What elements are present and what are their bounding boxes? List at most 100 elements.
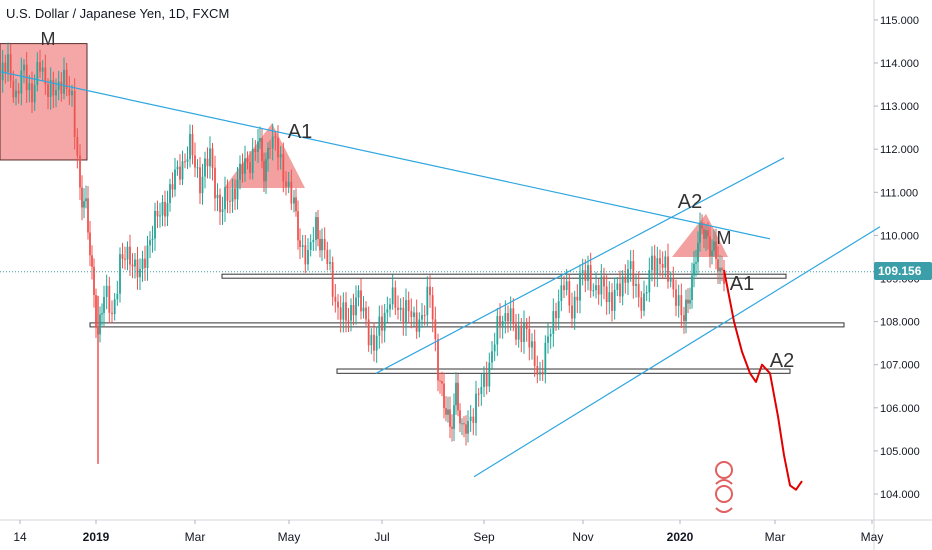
- candle-body: [251, 149, 254, 174]
- candle-body: [234, 188, 236, 200]
- candle-body: [621, 276, 624, 297]
- candle-body: [113, 299, 116, 315]
- pattern-annotation: A1: [730, 273, 754, 295]
- candle-body: [91, 255, 93, 267]
- candle-body: [595, 285, 597, 291]
- candle-body: [717, 259, 719, 272]
- candle-body: [645, 292, 648, 294]
- candle-body: [323, 238, 326, 250]
- candle-body: [431, 295, 434, 320]
- candle-body: [496, 315, 499, 345]
- candle-body: [517, 325, 520, 340]
- candle-body: [667, 256, 669, 282]
- candle-body: [274, 136, 277, 138]
- candle-body: [254, 149, 257, 152]
- candle-body: [301, 245, 304, 247]
- candle-body: [159, 215, 161, 217]
- candle-body: [71, 90, 73, 96]
- candle-body: [33, 84, 36, 103]
- candle-body: [309, 242, 312, 250]
- candle-body: [249, 162, 251, 174]
- price-tick-label: 106.000: [880, 403, 920, 415]
- candle-body: [95, 295, 97, 328]
- candle-body: [339, 307, 342, 320]
- time-tick-label: Sep: [473, 530, 495, 544]
- candle-body: [342, 302, 345, 320]
- candle-body: [501, 321, 504, 326]
- candle-body: [443, 383, 445, 409]
- candle-body: [552, 311, 555, 334]
- candle-body: [648, 270, 651, 293]
- candle-body: [677, 295, 680, 306]
- candle-body: [201, 176, 204, 194]
- candle-body: [381, 316, 383, 331]
- candle-body: [236, 179, 239, 200]
- candle-body: [277, 137, 279, 158]
- candle-body: [297, 211, 299, 241]
- candle-body: [579, 272, 581, 301]
- candle-body: [709, 236, 711, 257]
- candle-body: [627, 269, 629, 283]
- candle-body: [391, 287, 394, 305]
- candle-body: [279, 154, 282, 158]
- candle-body: [640, 297, 643, 311]
- candle-body: [290, 181, 293, 204]
- candle-body: [386, 309, 389, 313]
- candle-body: [485, 373, 488, 387]
- candle-body: [407, 300, 410, 312]
- candle-body: [587, 265, 589, 281]
- candle-body: [57, 81, 60, 91]
- candle-body: [226, 187, 229, 201]
- candle-body: [375, 335, 378, 351]
- candle-body: [357, 290, 360, 298]
- candle-body: [463, 423, 465, 425]
- candle-body: [555, 311, 557, 319]
- candle-body: [680, 295, 683, 316]
- candle-body: [184, 161, 186, 163]
- candle-body: [55, 90, 57, 96]
- candle-body: [141, 258, 144, 269]
- candle-body: [89, 232, 91, 256]
- candle-body: [429, 286, 431, 296]
- candle-body: [331, 262, 334, 297]
- candle-body: [370, 334, 373, 346]
- price-tick-label: 113.000: [880, 101, 919, 113]
- candle-body: [9, 54, 12, 81]
- candle-body: [713, 241, 715, 251]
- candle-body: [472, 416, 475, 423]
- event-flag-arc: [715, 479, 733, 485]
- price-tick-label: 111.000: [880, 187, 918, 199]
- time-tick-label: May: [861, 530, 884, 544]
- candle-body: [378, 316, 381, 336]
- candle-body: [715, 241, 717, 260]
- candle-body: [319, 238, 321, 251]
- candle-body: [269, 147, 271, 149]
- candle-body: [116, 293, 119, 300]
- candle-body: [568, 281, 571, 306]
- candle-body: [44, 67, 47, 85]
- candle-body: [423, 315, 426, 317]
- event-flag-circle: [715, 461, 733, 479]
- candle-body: [287, 181, 290, 187]
- candle-body: [101, 313, 103, 315]
- candle-body: [312, 239, 315, 243]
- candle-body: [691, 275, 693, 301]
- event-flag-icon: [715, 461, 733, 513]
- candle-body: [711, 250, 713, 257]
- candle-body: [194, 155, 196, 168]
- price-tick-label: 110.000: [880, 230, 919, 242]
- candle-body: [426, 286, 429, 316]
- candle-body: [199, 167, 201, 194]
- candle-body: [144, 258, 146, 268]
- candle-body: [611, 292, 613, 311]
- candle-body: [565, 281, 568, 291]
- candle-body: [214, 167, 216, 199]
- candle-body: [20, 70, 23, 94]
- candle-body: [174, 169, 176, 190]
- candle-body: [134, 259, 136, 267]
- candle-body: [231, 188, 234, 202]
- candle-body: [672, 278, 675, 290]
- candle-body: [453, 405, 455, 429]
- candle-body: [186, 159, 189, 162]
